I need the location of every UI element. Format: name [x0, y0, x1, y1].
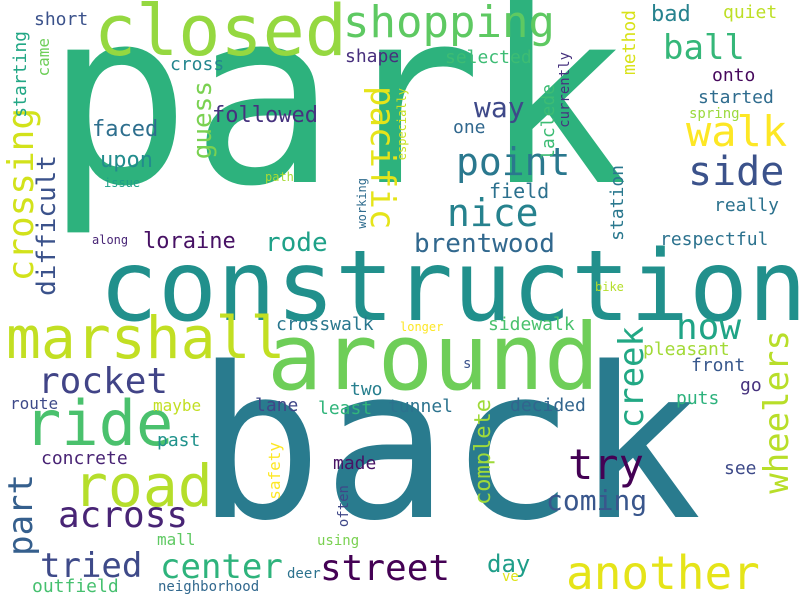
word-now: now: [676, 307, 742, 348]
word-decided: decided: [510, 395, 586, 416]
word-sidewalk: sidewalk: [488, 314, 575, 335]
word-construction: construction: [99, 230, 800, 344]
word-currently: currently: [557, 52, 573, 128]
word-short: short: [34, 9, 89, 30]
word-another: another: [566, 546, 760, 600]
word-tried: tried: [40, 546, 143, 586]
word-using: using: [317, 533, 360, 549]
word-difficult: difficult: [32, 155, 62, 296]
word-front: front: [691, 355, 746, 376]
word-method: method: [619, 10, 640, 76]
word-rocket: rocket: [38, 361, 169, 402]
word-route: route: [10, 394, 59, 413]
word-issue: issue: [104, 176, 141, 190]
word-coming: coming: [546, 484, 648, 517]
word-faced: faced: [92, 117, 159, 142]
word-neighborhood: neighborhood: [158, 579, 260, 595]
word-day: day: [487, 550, 531, 578]
word-respectful: respectful: [660, 229, 769, 250]
word-part: part: [1, 474, 41, 556]
word-longer: longer: [400, 320, 444, 334]
word-concrete: concrete: [41, 448, 128, 469]
word-selected: selected: [445, 47, 532, 68]
word-go: go: [740, 375, 762, 396]
word-s: s: [463, 356, 472, 372]
word-quiet: quiet: [723, 2, 778, 23]
word-brentwood: brentwood: [414, 229, 555, 259]
word-along: along: [92, 233, 129, 247]
word-wheelers: wheelers: [757, 330, 797, 494]
word-pacific: pacific: [362, 86, 402, 230]
word-try: try: [568, 440, 644, 489]
word-one: one: [453, 117, 486, 138]
word-past: past: [157, 430, 201, 451]
word-road: road: [73, 452, 213, 520]
word-shopping: shopping: [343, 0, 555, 48]
word-point: point: [456, 140, 571, 184]
word-side: side: [688, 149, 785, 195]
word-mall: mall: [157, 530, 196, 549]
word-around: around: [267, 304, 600, 411]
word-center: center: [160, 547, 283, 587]
word-started: started: [698, 87, 774, 108]
word-tunnel: tunnel: [388, 396, 454, 417]
word-puts: puts: [676, 388, 720, 409]
word-onto: onto: [712, 65, 756, 86]
word-upon: upon: [100, 148, 153, 173]
word-working: working: [355, 178, 369, 229]
word-closed: closed: [94, 0, 347, 72]
word-cross: cross: [170, 54, 225, 75]
word-complete: complete: [471, 399, 496, 505]
word-ball: ball: [663, 28, 745, 68]
word-really: really: [714, 195, 780, 216]
word-ve: ve: [502, 569, 519, 585]
word-pleasant: pleasant: [643, 339, 730, 360]
word-path: path: [265, 170, 294, 184]
word-shape: shape: [345, 46, 400, 67]
word-made: made: [333, 453, 377, 474]
word-way: way: [474, 91, 525, 124]
word-field: field: [489, 179, 550, 203]
word-back: back: [196, 322, 702, 567]
word-walk: walk: [686, 107, 788, 156]
word-ride: ride: [24, 387, 174, 460]
word-deer: deer: [287, 566, 321, 582]
word-nice: nice: [447, 191, 539, 235]
word-laclede: laclede: [538, 84, 559, 160]
word-lane: lane: [255, 395, 299, 416]
word-across: across: [58, 495, 189, 536]
word-spring: spring: [689, 106, 740, 122]
word-two: two: [350, 379, 383, 400]
word-rode: rode: [265, 228, 328, 258]
word-safety: safety: [265, 442, 284, 500]
word-starting: starting: [10, 31, 31, 118]
word-followed: followed: [212, 103, 318, 128]
word-marshall: marshall: [6, 304, 286, 372]
word-park: park: [45, 0, 628, 240]
word-crosswalk: crosswalk: [276, 314, 374, 335]
word-street: street: [320, 548, 451, 589]
word-came: came: [34, 38, 53, 77]
word-especially: especially: [395, 88, 409, 161]
word-see: see: [724, 458, 757, 479]
word-loraine: loraine: [143, 229, 236, 254]
word-often: often: [336, 485, 352, 528]
word-bad: bad: [651, 2, 691, 27]
word-outfield: outfield: [32, 576, 119, 597]
word-maybe: maybe: [153, 396, 202, 415]
word-bike: bike: [595, 280, 624, 294]
word-station: station: [607, 165, 628, 241]
word-least: least: [318, 398, 373, 419]
